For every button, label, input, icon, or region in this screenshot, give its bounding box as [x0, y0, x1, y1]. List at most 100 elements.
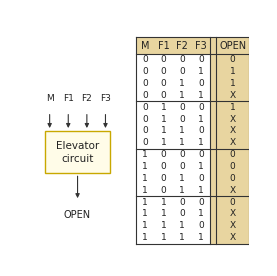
Bar — [210, 113, 216, 125]
Text: 0: 0 — [179, 115, 185, 124]
Text: F3: F3 — [195, 41, 207, 51]
Text: 0: 0 — [161, 79, 166, 88]
Bar — [210, 89, 216, 101]
Text: 0: 0 — [198, 198, 204, 206]
Text: circuit: circuit — [61, 153, 94, 163]
Text: 1: 1 — [179, 79, 185, 88]
Text: 1: 1 — [161, 233, 166, 242]
Bar — [216, 78, 249, 89]
Text: 0: 0 — [161, 186, 166, 195]
Bar — [216, 101, 249, 113]
Text: 0: 0 — [142, 115, 148, 124]
Text: F2: F2 — [81, 94, 92, 103]
Bar — [210, 78, 216, 89]
Text: 1: 1 — [161, 209, 166, 218]
Text: M: M — [141, 41, 149, 51]
Bar — [216, 113, 249, 125]
Bar — [216, 89, 249, 101]
Text: 1: 1 — [179, 91, 185, 100]
Text: 0: 0 — [198, 174, 204, 183]
Bar — [210, 220, 216, 232]
Text: 0: 0 — [230, 174, 235, 183]
Text: 1: 1 — [142, 233, 148, 242]
Text: F3: F3 — [100, 94, 111, 103]
Bar — [210, 196, 216, 208]
Text: 0: 0 — [142, 55, 148, 64]
Text: 0: 0 — [230, 150, 235, 159]
Bar — [216, 184, 249, 196]
Text: 0: 0 — [179, 209, 185, 218]
Text: 1: 1 — [198, 91, 204, 100]
Text: 1: 1 — [142, 174, 148, 183]
Text: 1: 1 — [161, 138, 166, 147]
Text: 1: 1 — [198, 209, 204, 218]
Text: 0: 0 — [198, 221, 204, 230]
Bar — [210, 184, 216, 196]
Bar — [210, 66, 216, 78]
Text: 0: 0 — [230, 55, 235, 64]
Text: 1: 1 — [198, 162, 204, 171]
Text: 0: 0 — [161, 91, 166, 100]
Text: 1: 1 — [142, 198, 148, 206]
Text: X: X — [230, 209, 236, 218]
Text: 1: 1 — [230, 67, 235, 76]
Text: 0: 0 — [179, 67, 185, 76]
Bar — [210, 208, 216, 220]
Text: 0: 0 — [198, 103, 204, 112]
Text: F2: F2 — [176, 41, 188, 51]
Text: 0: 0 — [161, 150, 166, 159]
Text: 1: 1 — [230, 103, 235, 112]
Text: X: X — [230, 91, 236, 100]
Text: F1: F1 — [63, 94, 74, 103]
Text: 0: 0 — [198, 150, 204, 159]
Text: OPEN: OPEN — [64, 209, 91, 219]
Text: 0: 0 — [161, 174, 166, 183]
Bar — [216, 196, 249, 208]
Text: 0: 0 — [142, 79, 148, 88]
Text: X: X — [230, 115, 236, 124]
Bar — [216, 125, 249, 137]
Text: 1: 1 — [142, 221, 148, 230]
Text: 1: 1 — [179, 186, 185, 195]
Text: 1: 1 — [179, 174, 185, 183]
Text: 0: 0 — [230, 162, 235, 171]
Bar — [216, 149, 249, 161]
Text: 0: 0 — [161, 67, 166, 76]
Text: OPEN: OPEN — [219, 41, 246, 51]
Text: 0: 0 — [179, 103, 185, 112]
Text: 0: 0 — [142, 138, 148, 147]
Bar — [216, 54, 249, 66]
Text: 0: 0 — [142, 126, 148, 136]
Bar — [210, 125, 216, 137]
Text: 0: 0 — [198, 55, 204, 64]
Text: 0: 0 — [198, 126, 204, 136]
Text: 1: 1 — [161, 115, 166, 124]
Text: 0: 0 — [161, 55, 166, 64]
FancyBboxPatch shape — [45, 131, 110, 173]
Bar — [216, 137, 249, 149]
Text: X: X — [230, 126, 236, 136]
Text: 0: 0 — [142, 91, 148, 100]
Text: 0: 0 — [179, 150, 185, 159]
Text: 1: 1 — [198, 186, 204, 195]
Bar — [216, 208, 249, 220]
Text: 1: 1 — [142, 162, 148, 171]
Text: 0: 0 — [161, 162, 166, 171]
Text: 1: 1 — [179, 126, 185, 136]
Bar — [210, 101, 216, 113]
Text: 0: 0 — [179, 55, 185, 64]
Bar — [216, 172, 249, 184]
Text: 0: 0 — [230, 198, 235, 206]
Text: 1: 1 — [179, 233, 185, 242]
Text: 1: 1 — [198, 233, 204, 242]
Bar — [216, 220, 249, 232]
Text: X: X — [230, 186, 236, 195]
Bar — [216, 232, 249, 243]
Text: 1: 1 — [161, 198, 166, 206]
Text: 1: 1 — [142, 150, 148, 159]
Bar — [210, 232, 216, 243]
Text: 1: 1 — [198, 115, 204, 124]
Bar — [216, 161, 249, 172]
Text: F1: F1 — [158, 41, 170, 51]
Text: 1: 1 — [179, 138, 185, 147]
